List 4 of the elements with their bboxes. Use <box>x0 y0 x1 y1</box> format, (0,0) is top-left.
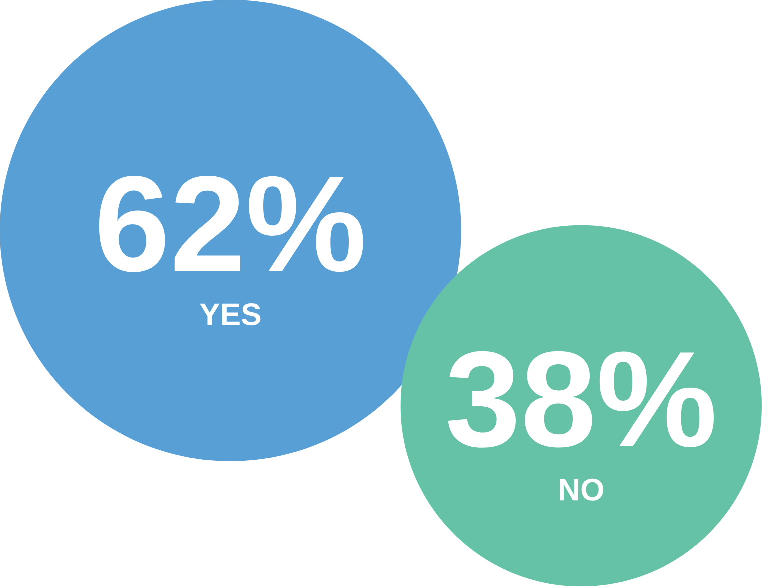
data-label: 62% <box>99 176 364 273</box>
category-label: NO <box>560 479 604 502</box>
category-label: YES <box>200 304 261 326</box>
data-label: 38% <box>448 352 714 448</box>
